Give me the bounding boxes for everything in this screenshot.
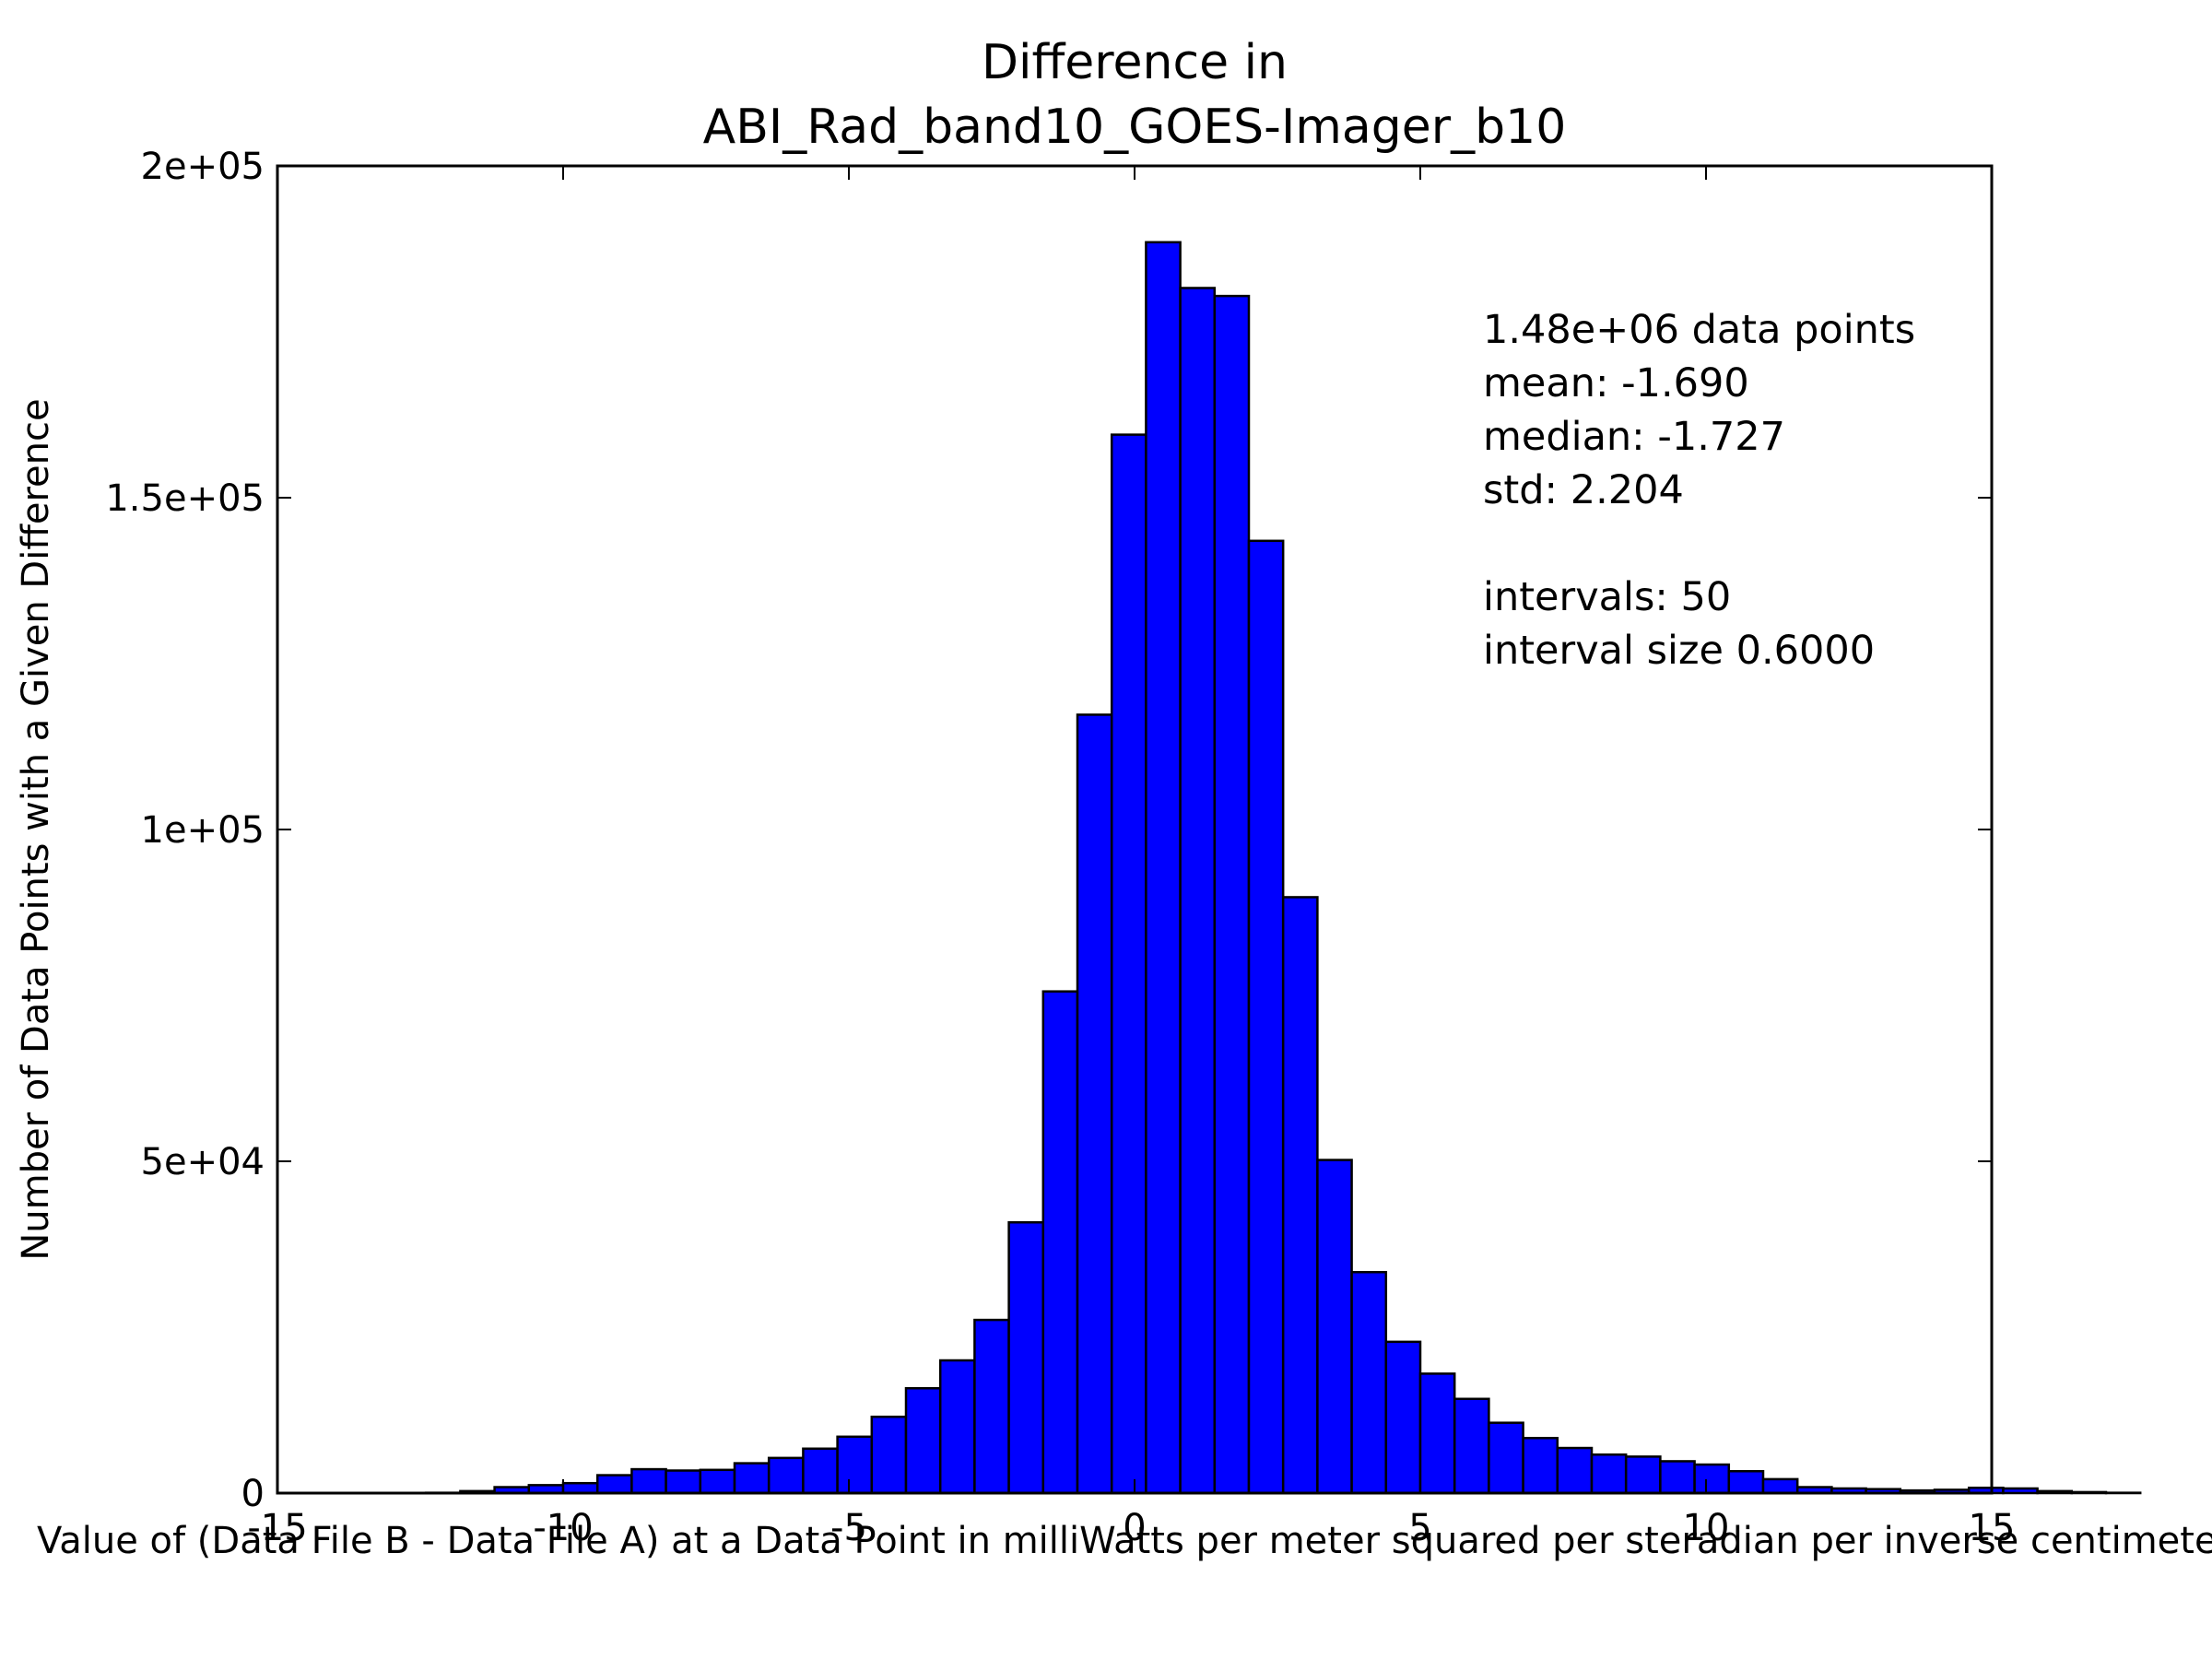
histogram-bar [904, 1386, 942, 1495]
histogram-bar [1145, 241, 1182, 1495]
histogram-bar [870, 1415, 908, 1495]
stats-annotation-line: 1.48e+06 data points [1483, 307, 1915, 353]
histogram-bar [1590, 1453, 1628, 1495]
histogram-bar [2002, 1487, 2039, 1495]
histogram-bar [699, 1468, 736, 1495]
histogram-bar [1761, 1477, 1799, 1495]
x-tick-label: -10 [533, 1507, 593, 1549]
histogram-bar [1418, 1372, 1456, 1495]
histogram-bar [1624, 1455, 1662, 1495]
stats-annotation-line: mean: -1.690 [1483, 360, 1749, 406]
stats-annotation-line: median: -1.727 [1483, 414, 1785, 460]
histogram-bar [561, 1481, 599, 1495]
y-axis-label: Number of Data Points with a Given Diffe… [15, 398, 57, 1260]
y-tick-label: 5e+04 [141, 1141, 265, 1183]
histogram-bar [1076, 713, 1113, 1495]
x-tick-labels: -15 -10 -5 0 5 10 15 [247, 1507, 2015, 1549]
stats-annotation: 1.48e+06 data points mean: -1.690 median: … [1483, 307, 1915, 674]
x-axis-label: Value of (Data File B - Data File A) at … [37, 1520, 2212, 1562]
histogram-bar [767, 1456, 805, 1495]
axis-ticks [276, 165, 1993, 1494]
histogram-bar [1693, 1463, 1731, 1495]
histogram-bars [424, 241, 2142, 1495]
histogram-bar [1247, 539, 1285, 1495]
histogram-bar [802, 1447, 839, 1495]
y-tick-label: 1e+05 [141, 809, 265, 852]
x-tick-label: 0 [1123, 1507, 1146, 1549]
histogram-bar [1007, 1220, 1045, 1495]
x-tick-label: -15 [247, 1507, 307, 1549]
histogram-bar [595, 1474, 633, 1495]
stats-annotation-line: interval size 0.6000 [1483, 628, 1875, 674]
histogram-bar [1041, 990, 1079, 1495]
histogram-bar [630, 1467, 667, 1495]
x-tick-label: 5 [1408, 1507, 1431, 1549]
histogram-bar [1350, 1270, 1388, 1495]
histogram-bar [1316, 1159, 1353, 1495]
y-tick-label: 1.5e+05 [105, 477, 265, 520]
histogram-bar [1384, 1340, 1422, 1495]
x-tick-label: 10 [1683, 1507, 1730, 1549]
histogram-bar [1179, 287, 1217, 1495]
histogram-bar [1110, 433, 1147, 1495]
histogram-bar [1659, 1460, 1696, 1495]
y-tick-label: 2e+05 [141, 146, 265, 188]
histogram-bar [836, 1435, 874, 1495]
stats-annotation-line: std: 2.204 [1483, 467, 1684, 513]
chart-title: Difference in ABI_Rad_band10_GOES-Imager… [703, 35, 1567, 155]
histogram-bar [938, 1359, 976, 1495]
histogram-bar [1727, 1469, 1765, 1495]
histogram-bar [973, 1318, 1010, 1495]
histogram-bar [733, 1462, 771, 1495]
chart-title-line-1: Difference in [982, 35, 1288, 90]
x-tick-label: -5 [830, 1507, 867, 1549]
histogram-bar [1556, 1446, 1594, 1495]
y-tick-labels: 0 5e+04 1e+05 1.5e+05 2e+05 [105, 146, 265, 1515]
histogram-bar [1281, 896, 1319, 1495]
histogram-bar [2070, 1490, 2108, 1495]
histogram-bar [2036, 1489, 2074, 1495]
histogram-bar [1213, 294, 1251, 1495]
histogram-bar [1488, 1421, 1524, 1495]
chart-title-line-2: ABI_Rad_band10_GOES-Imager_b10 [703, 100, 1567, 155]
histogram-bar [1453, 1397, 1490, 1495]
y-tick-label: 0 [241, 1473, 265, 1515]
stats-annotation-line: intervals: 50 [1483, 574, 1731, 620]
x-tick-label: 15 [1969, 1507, 2016, 1549]
histogram-bar [665, 1469, 702, 1495]
histogram-bar [1522, 1436, 1559, 1495]
